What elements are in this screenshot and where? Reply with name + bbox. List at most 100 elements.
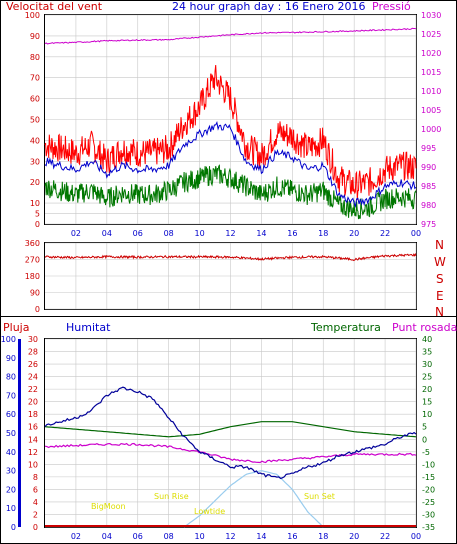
wind-x-tick-label: 08 — [164, 229, 174, 238]
rain-label: Pluja — [3, 321, 29, 334]
temp-y-tick-label: 25 — [422, 373, 432, 382]
temperature-label: Temperatura — [310, 321, 381, 334]
pressure-y-tick-label: 985 — [421, 182, 436, 191]
temp-y-tick-label: -30 — [422, 510, 435, 519]
wind-x-tick-label: 10 — [194, 229, 204, 238]
wind-y-tick-label: 70 — [30, 74, 40, 83]
temp-y-tick-label: 20 — [422, 385, 432, 394]
temp-y-tick-label: 35 — [422, 348, 432, 357]
temp-y-tick-label: 5 — [422, 423, 427, 432]
rain-y-tick-label: 16 — [28, 423, 38, 432]
bigmoon-label: BigMoon — [91, 502, 126, 511]
temp-x-tick-label: 10 — [194, 532, 204, 541]
sunset-label: Sun Set — [304, 492, 335, 501]
wind-speed-label: Velocitat del vent — [6, 0, 103, 13]
humidity-series — [44, 386, 417, 480]
rain-y-tick-label: 6 — [33, 485, 38, 494]
dewpoint-series — [44, 442, 417, 464]
wind-x-tick-label: 12 — [225, 229, 235, 238]
wind-y-tick-label: 5 — [35, 210, 40, 219]
temp-x-tick-label: 08 — [164, 532, 174, 541]
temp-x-tick-label: 06 — [133, 532, 143, 541]
wind-y-tick-label: 60 — [30, 95, 40, 104]
pressure-y-tick-label: 995 — [421, 144, 436, 153]
temp-y-tick-label: -35 — [422, 523, 435, 532]
wind-x-tick-label: 06 — [133, 229, 143, 238]
direction-plot-frame — [44, 242, 417, 310]
temp-x-tick-label: 20 — [349, 532, 359, 541]
rain-y-tick-label: 8 — [33, 473, 38, 482]
humidity-y-tick-label: 0 — [11, 523, 16, 532]
wind-y-tick-label: 30 — [30, 157, 40, 166]
pressure-y-tick-label: 980 — [421, 201, 436, 210]
humidity-y-tick-label: 100 — [1, 335, 16, 344]
temp-x-tick-label: 04 — [102, 532, 112, 541]
compass-n-top: N — [435, 238, 444, 252]
wind-average-series — [44, 120, 417, 209]
rain-y-tick-label: 10 — [28, 460, 38, 469]
wind-x-tick-label: 16 — [287, 229, 297, 238]
rain-y-tick-label: 24 — [28, 373, 38, 382]
rain-y-tick-label: 14 — [28, 435, 38, 444]
temp-y-tick-label: 0 — [422, 435, 427, 444]
wind-x-tick-label: 00 — [411, 229, 421, 238]
rain-y-tick-label: 30 — [28, 335, 38, 344]
wind-x-tick-label: 20 — [349, 229, 359, 238]
humidity-y-tick-label: 50 — [6, 429, 16, 438]
humidity-y-tick-label: 20 — [6, 485, 16, 494]
temperature-series — [44, 421, 417, 438]
lowtide-label: Lowtide — [194, 507, 225, 516]
wind-x-tick-label: 04 — [102, 229, 112, 238]
rain-y-tick-label: 20 — [28, 398, 38, 407]
wind-y-tick-label: 90 — [30, 32, 40, 41]
rain-y-tick-label: 26 — [28, 360, 38, 369]
pressure-y-tick-label: 1020 — [421, 49, 441, 58]
compass-n-bottom: N — [435, 305, 444, 319]
compass-s: S — [436, 272, 444, 286]
wind-x-tick-label: 22 — [380, 229, 390, 238]
temp-x-tick-label: 12 — [225, 532, 235, 541]
pressure-y-tick-label: 1015 — [421, 68, 441, 77]
pressure-y-tick-label: 1000 — [421, 125, 441, 134]
wind-y-tick-label: 0 — [35, 220, 40, 229]
rain-y-tick-label: 22 — [28, 385, 38, 394]
temp-y-tick-label: -15 — [422, 473, 435, 482]
wind-x-tick-label: 18 — [318, 229, 328, 238]
temp-y-tick-label: -5 — [422, 448, 430, 457]
wind-y-tick-label: 20 — [30, 178, 40, 187]
wind-y-tick-label: 100 — [25, 11, 40, 20]
pressure-y-tick-label: 1010 — [421, 87, 441, 96]
wind-y-tick-label: 10 — [30, 199, 40, 208]
pressure-series — [44, 27, 417, 45]
direction-y-tick-label: 180 — [25, 272, 40, 281]
temp-x-tick-label: 02 — [71, 532, 81, 541]
direction-series — [44, 252, 417, 262]
rain-y-tick-label: 0 — [33, 523, 38, 532]
wind-x-tick-label: 14 — [256, 229, 266, 238]
humidity-y-tick-label: 90 — [6, 354, 16, 363]
temp-y-tick-label: -10 — [422, 460, 435, 469]
temp-x-tick-label: 18 — [318, 532, 328, 541]
pressure-label: Pressió — [372, 0, 411, 13]
dewpoint-label: Punt rosada — [392, 321, 457, 334]
wind-low-series — [44, 164, 417, 220]
humidity-y-tick-label: 70 — [6, 391, 16, 400]
compass-e: E — [436, 289, 444, 303]
direction-y-tick-label: 0 — [35, 305, 40, 314]
pressure-y-tick-label: 975 — [421, 220, 436, 229]
pressure-y-tick-label: 1030 — [421, 11, 441, 20]
wind-y-tick-label: 80 — [30, 53, 40, 62]
rain-y-tick-label: 28 — [28, 348, 38, 357]
humidity-y-tick-label: 80 — [6, 373, 16, 382]
pressure-y-tick-label: 990 — [421, 163, 436, 172]
pressure-y-tick-label: 1005 — [421, 106, 441, 115]
rain-y-tick-label: 2 — [33, 510, 38, 519]
wind-plot-frame — [44, 14, 417, 225]
wind-y-tick-label: 50 — [30, 116, 40, 125]
rain-y-tick-label: 18 — [28, 410, 38, 419]
solar-series — [183, 470, 324, 528]
rain-y-tick-label: 12 — [28, 448, 38, 457]
